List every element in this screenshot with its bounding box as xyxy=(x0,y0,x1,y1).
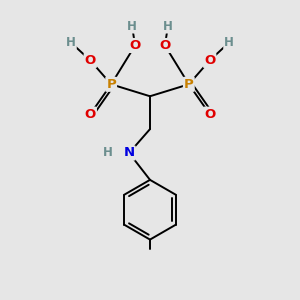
Text: H: H xyxy=(103,146,113,160)
Text: O: O xyxy=(204,54,215,67)
Text: P: P xyxy=(184,78,194,91)
Text: P: P xyxy=(106,78,116,91)
Text: N: N xyxy=(124,146,135,160)
Text: O: O xyxy=(129,39,141,52)
Text: O: O xyxy=(85,108,96,121)
Text: O: O xyxy=(159,39,171,52)
Text: H: H xyxy=(224,36,234,49)
Text: O: O xyxy=(204,108,215,121)
Text: H: H xyxy=(66,36,76,49)
Text: O: O xyxy=(85,54,96,67)
Text: H: H xyxy=(127,20,137,33)
Text: H: H xyxy=(163,20,173,33)
